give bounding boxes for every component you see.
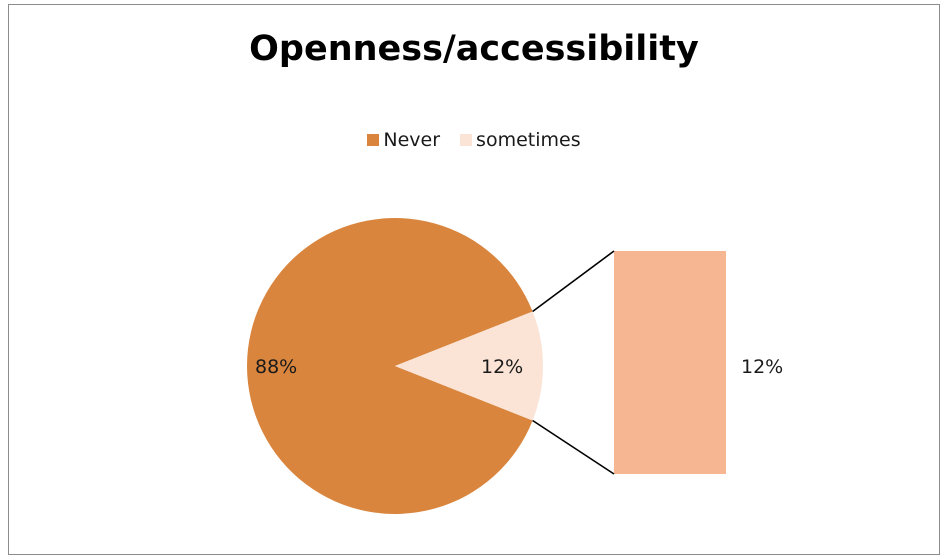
data-label-sometimes: 12% bbox=[481, 356, 523, 378]
secondary-bar bbox=[614, 251, 726, 474]
pie-slice-sometimes bbox=[395, 311, 543, 421]
connector-line-top bbox=[532, 250, 615, 313]
data-label-never: 88% bbox=[255, 356, 297, 378]
connector-line-bottom bbox=[532, 419, 615, 475]
legend-item-sometimes: sometimes bbox=[460, 129, 581, 151]
chart-legend: Never sometimes bbox=[9, 129, 939, 151]
legend-swatch-never bbox=[367, 134, 380, 146]
legend-swatch-sometimes bbox=[460, 134, 473, 146]
legend-label-never: Never bbox=[383, 129, 441, 151]
legend-label-sometimes: sometimes bbox=[476, 129, 581, 151]
pie-slice-never bbox=[247, 218, 533, 515]
legend-item-never: Never bbox=[367, 129, 440, 151]
chart-title: Openness/accessibility bbox=[249, 29, 699, 69]
data-label-secondary-bar: 12% bbox=[741, 356, 783, 378]
